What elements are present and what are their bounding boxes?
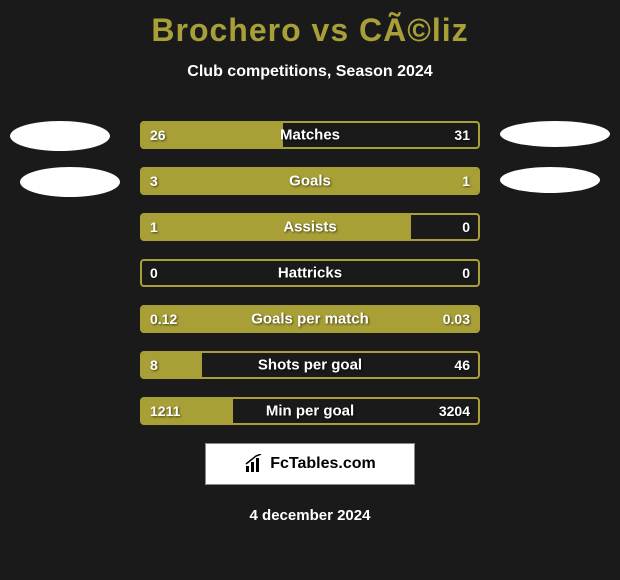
comparison-chart: 26Matches313Goals11Assists00Hattricks00.…: [0, 121, 620, 425]
stat-value-right: 1: [462, 173, 470, 189]
stat-row: 1211Min per goal3204: [140, 397, 480, 425]
stat-value-right: 31: [454, 127, 470, 143]
stat-value-left: 0.12: [150, 311, 177, 327]
stat-row: 8Shots per goal46: [140, 351, 480, 379]
stat-row: 0Hattricks0: [140, 259, 480, 287]
stat-value-right: 0: [462, 219, 470, 235]
stat-row: 3Goals1: [140, 167, 480, 195]
stat-row: 26Matches31: [140, 121, 480, 149]
bars-container: 26Matches313Goals11Assists00Hattricks00.…: [140, 121, 480, 425]
stat-label: Assists: [142, 219, 478, 236]
stat-value-left: 0: [150, 265, 158, 281]
fctables-logo: FcTables.com: [205, 443, 415, 485]
stat-value-left: 3: [150, 173, 158, 189]
stat-label: Shots per goal: [142, 357, 478, 374]
stat-label: Goals per match: [142, 311, 478, 328]
subtitle: Club competitions, Season 2024: [0, 63, 620, 81]
stat-value-right: 0.03: [443, 311, 470, 327]
logo-text: FcTables.com: [270, 455, 376, 473]
stat-label: Min per goal: [142, 403, 478, 420]
stat-label: Matches: [142, 127, 478, 144]
chart-icon: [244, 454, 266, 474]
stat-value-left: 26: [150, 127, 166, 143]
team-badge-right-2: [500, 167, 600, 193]
stat-value-right: 3204: [439, 403, 470, 419]
team-badge-left-1: [10, 121, 110, 151]
stat-value-left: 1211: [150, 403, 180, 419]
stat-label: Hattricks: [142, 265, 478, 282]
stat-row: 0.12Goals per match0.03: [140, 305, 480, 333]
date-text: 4 december 2024: [0, 507, 620, 524]
team-badge-left-2: [20, 167, 120, 197]
stat-row: 1Assists0: [140, 213, 480, 241]
stat-label: Goals: [142, 173, 478, 190]
stat-value-left: 1: [150, 219, 158, 235]
stat-value-left: 8: [150, 357, 158, 373]
stat-value-right: 0: [462, 265, 470, 281]
team-badge-right-1: [500, 121, 610, 147]
stat-value-right: 46: [454, 357, 470, 373]
page-title: Brochero vs CÃ©liz: [0, 0, 620, 49]
